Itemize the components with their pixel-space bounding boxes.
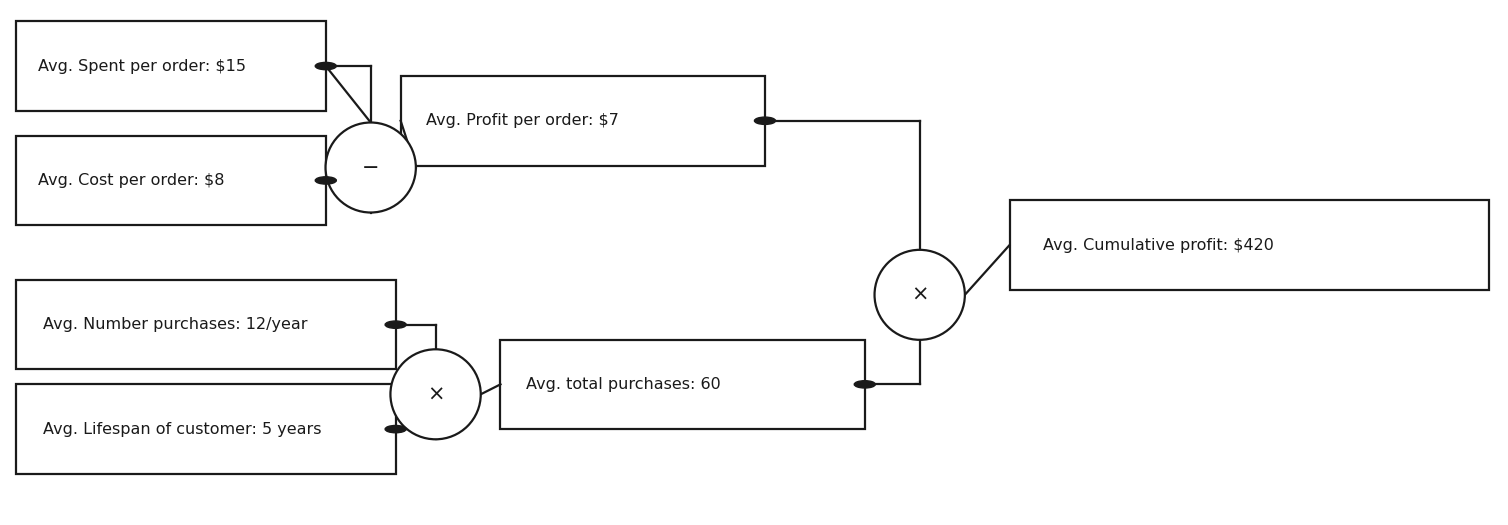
FancyBboxPatch shape (501, 340, 864, 429)
Circle shape (315, 177, 336, 184)
FancyBboxPatch shape (17, 280, 395, 370)
Ellipse shape (326, 122, 416, 213)
Circle shape (385, 425, 406, 433)
Text: Avg. Lifespan of customer: 5 years: Avg. Lifespan of customer: 5 years (42, 422, 321, 437)
Text: Avg. Cost per order: $8: Avg. Cost per order: $8 (38, 173, 225, 188)
Text: Avg. Spent per order: $15: Avg. Spent per order: $15 (38, 59, 246, 74)
Text: −: − (362, 158, 380, 177)
Circle shape (754, 117, 775, 124)
Circle shape (385, 321, 406, 328)
Text: Avg. total purchases: 60: Avg. total purchases: 60 (526, 377, 721, 392)
FancyBboxPatch shape (401, 76, 765, 165)
Text: ×: × (911, 285, 929, 305)
Ellipse shape (391, 349, 481, 439)
Circle shape (315, 62, 336, 70)
FancyBboxPatch shape (1009, 201, 1488, 290)
Circle shape (854, 381, 875, 388)
Text: Avg. Cumulative profit: $420: Avg. Cumulative profit: $420 (1044, 238, 1274, 253)
Text: Avg. Number purchases: 12/year: Avg. Number purchases: 12/year (42, 317, 308, 332)
Ellipse shape (875, 250, 965, 340)
FancyBboxPatch shape (17, 22, 326, 111)
FancyBboxPatch shape (17, 384, 395, 474)
Text: ×: × (427, 384, 445, 404)
FancyBboxPatch shape (17, 135, 326, 225)
Text: Avg. Profit per order: $7: Avg. Profit per order: $7 (427, 113, 618, 128)
